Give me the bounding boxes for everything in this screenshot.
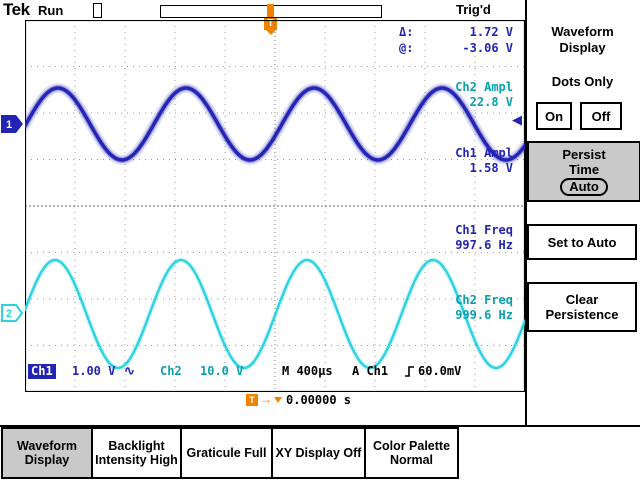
bottom-menu-waveform-display[interactable]: Waveform Display — [1, 427, 93, 479]
ch2-volts-per-div: 10.0 V — [200, 364, 244, 378]
measurement-label: Ch1 Ampl — [455, 146, 513, 160]
trigger-level-readout: 60.0mV — [418, 364, 462, 378]
cursor-ref-label: @: — [399, 41, 414, 55]
ch2-marker-label: 2 — [6, 308, 12, 320]
measurement-ch1-freq: Ch1 Freq 997.6 Hz — [455, 223, 513, 253]
cursor-readout: Δ: 1.72 V @: -3.06 V — [399, 24, 513, 56]
ch1-position-marker[interactable]: 1 — [1, 114, 25, 134]
dots-on-button[interactable]: On — [536, 102, 572, 130]
side-menu-title: Waveform Display — [551, 24, 614, 55]
bottom-menu-graticule[interactable]: Graticule Full — [180, 427, 273, 479]
ch1-right-edge-arrow-icon: ◀ — [512, 112, 522, 127]
bottom-menu-divider — [0, 425, 640, 427]
trigger-source-readout: A Ch1 — [352, 364, 389, 378]
tek-logo: Tek — [3, 0, 30, 19]
cursor-ref-value: -3.06 V — [462, 41, 513, 55]
persist-time-button[interactable]: Persist Time Auto — [527, 141, 640, 202]
measurement-label: Ch2 Freq — [455, 293, 513, 307]
graticule-waveform-area — [25, 20, 525, 392]
trigger-time-arrow-icon: → — [260, 392, 272, 406]
trigger-down-arrow-icon — [266, 30, 276, 35]
trigger-position-marker[interactable] — [267, 4, 274, 17]
rising-edge-icon — [405, 366, 414, 377]
bottom-menu-color-palette[interactable]: Color Palette Normal — [364, 427, 459, 479]
measurement-value: 22.8 V — [469, 95, 513, 109]
trigger-time-t-icon: T — [246, 394, 258, 406]
ch1-marker-label: 1 — [6, 119, 12, 131]
cursor-delta-label: Δ: — [399, 25, 414, 39]
clear-persistence-button[interactable]: Clear Persistence — [527, 282, 637, 332]
ch2-scale-label: Ch2 — [160, 364, 182, 378]
measurement-ch1-ampl: Ch1 Ampl 1.58 V — [455, 146, 513, 176]
ch1-scale-badge: Ch1 — [28, 364, 56, 379]
measurement-label: Ch2 Ampl — [455, 80, 513, 94]
bottom-menu-backlight-intensity[interactable]: Backlight Intensity High — [91, 427, 182, 479]
measurement-ch2-freq: Ch2 Freq 999.6 Hz — [455, 293, 513, 323]
bottom-menu-xy-display[interactable]: XY Display Off — [271, 427, 366, 479]
acquisition-state: Run — [38, 3, 64, 18]
measurement-value: 1.58 V — [469, 161, 513, 175]
ch1-coupling-icon: ∿ — [124, 364, 135, 379]
measurement-value: 999.6 Hz — [455, 308, 513, 322]
cursor-delta-value: 1.72 V — [469, 25, 513, 39]
measurement-ch2-ampl: Ch2 Ampl 22.8 V — [455, 80, 513, 110]
cursor-ref-row: @: -3.06 V — [399, 40, 513, 56]
ch1-volts-per-div: 1.00 V — [72, 364, 116, 378]
persist-time-label: Persist Time — [562, 147, 606, 177]
trigger-time-value: 0.00000 s — [286, 393, 352, 407]
measurement-label: Ch1 Freq — [455, 223, 513, 237]
menu-vertical-divider — [525, 0, 527, 426]
set-to-auto-button[interactable]: Set to Auto — [527, 224, 637, 260]
persist-time-value: Auto — [560, 178, 608, 196]
trigger-status: Trig'd — [456, 2, 491, 17]
timebase-readout: M 400µs — [282, 364, 333, 378]
ch2-position-marker[interactable]: 2 — [1, 303, 25, 323]
dots-off-button[interactable]: Off — [580, 102, 622, 130]
trigger-time-marker-icon — [274, 397, 282, 403]
cursor-delta-row: Δ: 1.72 V — [399, 24, 513, 40]
measurement-value: 997.6 Hz — [455, 238, 513, 252]
dots-only-label: Dots Only — [551, 74, 614, 89]
acquisition-indicator-icon — [93, 3, 102, 18]
